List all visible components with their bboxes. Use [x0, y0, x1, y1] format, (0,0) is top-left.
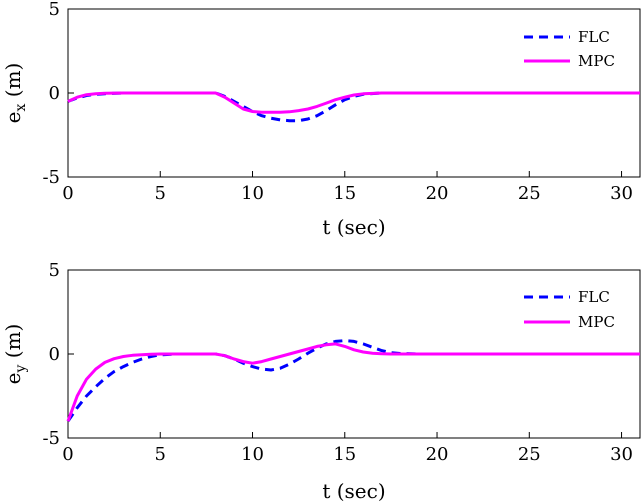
chart-ey-series-mpc-line: [66, 342, 640, 422]
chart-ex-x-axis-label: t (sec): [322, 215, 385, 239]
chart-ex-legend-flc-label: FLC: [578, 28, 610, 46]
chart-ex-y-tick-label: -5: [42, 167, 60, 188]
chart-ey-x-tick-label: 0: [62, 444, 73, 465]
chart-ey-legend: FLC MPC: [524, 288, 615, 331]
svg-text:ey (m): ey (m): [1, 324, 29, 385]
chart-ex-y-tick-label: 5: [49, 0, 60, 20]
chart-ex-x-tick-label: 30: [610, 183, 633, 204]
chart-ex-x-tick-label: 15: [333, 183, 356, 204]
chart-ey-x-tick-label: 20: [426, 444, 449, 465]
chart-ey-y-axis-label-sub: y: [13, 365, 29, 374]
chart-ex-x-tick-label: 25: [518, 183, 541, 204]
chart-ey-y-tick-label: 5: [49, 260, 60, 281]
chart-ex-x-ticks: 0 5 10 15 20 25 30: [62, 171, 633, 204]
chart-ey-x-axis-label: t (sec): [322, 479, 385, 503]
chart-ey-x-tick-label: 10: [241, 444, 264, 465]
chart-ex-y-axis-label-main: e: [1, 112, 25, 124]
chart-ey-y-axis-label-unit: (m): [1, 324, 25, 365]
chart-ex-y-axis-label: ex (m): [1, 63, 29, 124]
chart-ey-x-tick-label: 15: [333, 444, 356, 465]
svg-text:ex (m): ex (m): [1, 63, 29, 124]
chart-ex: 0 5 10 15 20 25 30 -505 t (sec) ex (m) FLC MPC: [1, 0, 641, 239]
chart-ey-x-tick-label: 5: [155, 444, 166, 465]
chart-ex-legend: FLC MPC: [524, 28, 615, 70]
chart-ex-x-tick-label: 5: [155, 183, 166, 204]
chart-ex-y-ticks: -5 0 5: [42, 0, 74, 188]
chart-ey-legend-flc-label: FLC: [578, 288, 610, 306]
chart-ey-series: [66, 339, 640, 423]
chart-ey-x-tick-label: 25: [518, 444, 541, 465]
chart-ey-y-axis-label-main: e: [1, 373, 25, 385]
chart-ex-x-tick-label: 20: [426, 183, 449, 204]
chart-ey-y-tick-label: -5: [42, 428, 60, 449]
chart-ex-x-tick-label: 10: [241, 183, 264, 204]
chart-ex-y-axis-label-unit: (m): [1, 63, 25, 104]
chart-ex-legend-mpc-label: MPC: [578, 52, 615, 70]
chart-ey-x-ticks: 0 5 10 15 20 25 30: [62, 432, 633, 465]
chart-ey: 0 5 10 15 20 25 30 -505 t (sec) ey (m) FLC MPC: [1, 260, 641, 503]
chart-ex-series-mpc-line: [67, 91, 640, 114]
chart-ey-y-ticks: -5 0 5: [42, 260, 74, 449]
chart-ey-x-tick-label: 30: [610, 444, 633, 465]
chart-ex-y-axis-label-sub: x: [13, 104, 29, 112]
chart-ex-y-tick-label: 0: [49, 83, 60, 104]
chart-ex-x-tick-label: 0: [62, 183, 73, 204]
chart-ey-series-flc-line: [66, 339, 640, 423]
chart-ex-series: [67, 91, 640, 123]
chart-ey-legend-mpc-label: MPC: [578, 313, 615, 331]
chart-ey-y-axis-label: ey (m): [1, 324, 29, 385]
chart-ey-y-tick-label: 0: [49, 344, 60, 365]
